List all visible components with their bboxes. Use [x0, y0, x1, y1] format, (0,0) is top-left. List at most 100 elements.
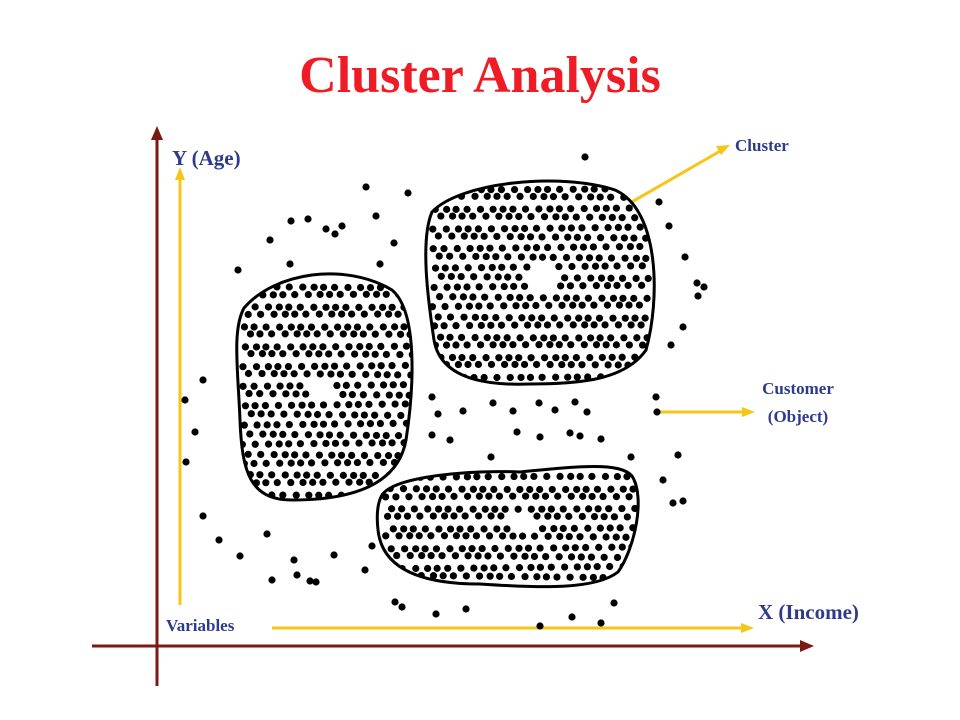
customer-dot	[469, 354, 477, 362]
customer-dot	[430, 283, 438, 292]
customer-dot	[573, 505, 581, 513]
customer-dot	[390, 239, 398, 247]
customer-dot	[636, 242, 644, 251]
customer-dot	[421, 545, 429, 553]
customer-dot	[273, 343, 281, 351]
customer-dot	[615, 301, 624, 309]
customer-dot	[446, 252, 454, 260]
customer-dot	[359, 330, 367, 338]
customer-dot	[453, 244, 461, 253]
customer-dot	[299, 283, 307, 291]
customer-dot	[394, 371, 402, 379]
customer-dot	[400, 525, 408, 533]
customer-dot	[371, 411, 379, 419]
customer-dot	[517, 253, 525, 261]
customer-dot	[362, 370, 370, 379]
customer-dot	[250, 323, 258, 331]
customer-dot	[313, 330, 321, 338]
customer-dot	[693, 279, 701, 287]
customer-dot	[432, 610, 440, 618]
customer-dot	[590, 185, 598, 193]
customer-dot	[424, 505, 432, 513]
customer-dot	[517, 233, 525, 241]
customer-dot	[321, 362, 329, 370]
customer-dot	[630, 372, 638, 381]
customer-dot	[422, 485, 431, 493]
customer-dot	[390, 342, 399, 350]
variables-arrow-right-head	[741, 623, 754, 633]
customer-dot	[257, 410, 265, 418]
customer-dot	[400, 323, 408, 331]
customer-dot	[366, 323, 374, 331]
cluster-outline-bottom	[375, 465, 640, 589]
customer-dot	[336, 290, 344, 298]
customer-dot	[430, 322, 439, 330]
customer-pointer-head	[742, 407, 755, 417]
customer-dot	[362, 290, 370, 298]
customer-dot	[285, 283, 293, 291]
customer-dot	[609, 294, 618, 302]
customer-dot	[594, 505, 602, 513]
customer-dot	[444, 505, 452, 513]
customer-dot	[538, 505, 546, 513]
customer-dot	[273, 479, 281, 487]
customer-dot	[428, 492, 437, 501]
customer-dot	[395, 532, 403, 540]
customer-dot	[291, 291, 299, 299]
customer-dot	[497, 185, 506, 194]
customer-dot	[441, 302, 449, 311]
customer-dot	[497, 321, 506, 329]
customer-dot	[440, 322, 448, 330]
customer-dot	[679, 497, 687, 505]
customer-dot	[566, 573, 574, 581]
customer-dot	[612, 204, 621, 212]
customer-dot	[566, 282, 575, 290]
customer-dot	[461, 512, 469, 520]
customer-dot	[267, 410, 275, 418]
customer-dot	[604, 361, 612, 369]
customer-dot	[590, 512, 599, 521]
customer-dot	[435, 293, 444, 301]
customer-dot	[509, 532, 517, 540]
customer-dot	[507, 572, 516, 581]
customer-dot	[538, 233, 546, 241]
customer-dot	[573, 485, 581, 494]
customer-dot	[262, 479, 270, 487]
customer-dot	[281, 330, 289, 338]
customer-dot	[506, 293, 514, 302]
customer-dot	[394, 452, 402, 460]
customer-dot	[548, 485, 556, 494]
customer-dot	[480, 525, 488, 533]
customer-dot	[629, 485, 637, 493]
customer-dot	[348, 391, 356, 399]
customer-dot	[570, 524, 578, 532]
customer-dot	[520, 360, 529, 369]
customer-dot	[244, 450, 252, 458]
customer-dot	[302, 390, 310, 398]
customer-dot	[407, 411, 413, 420]
customer-dot	[384, 452, 393, 460]
customer-dot	[492, 253, 500, 261]
customer-dot	[458, 212, 466, 220]
customer-dot	[540, 192, 548, 201]
customer-dot	[487, 453, 495, 461]
customer-dot	[344, 323, 352, 331]
customer-dot	[516, 485, 524, 494]
customer-dot	[635, 301, 644, 309]
customer-dot	[448, 353, 457, 362]
customer-dot	[379, 381, 388, 389]
customer-dot	[359, 471, 367, 480]
customer-dot	[290, 370, 298, 378]
customer-dot	[251, 402, 259, 410]
customer-dot	[377, 342, 385, 351]
customer-dot	[573, 563, 581, 571]
customer-dot	[511, 225, 519, 233]
customer-dot	[330, 362, 339, 370]
page-title: Cluster Analysis	[299, 47, 661, 104]
customer-dot	[276, 382, 284, 390]
customer-dot	[475, 572, 484, 580]
customer-dot	[313, 410, 322, 419]
customer-dot	[345, 401, 353, 409]
customer-dot	[532, 301, 540, 310]
customer-dot	[406, 532, 414, 540]
